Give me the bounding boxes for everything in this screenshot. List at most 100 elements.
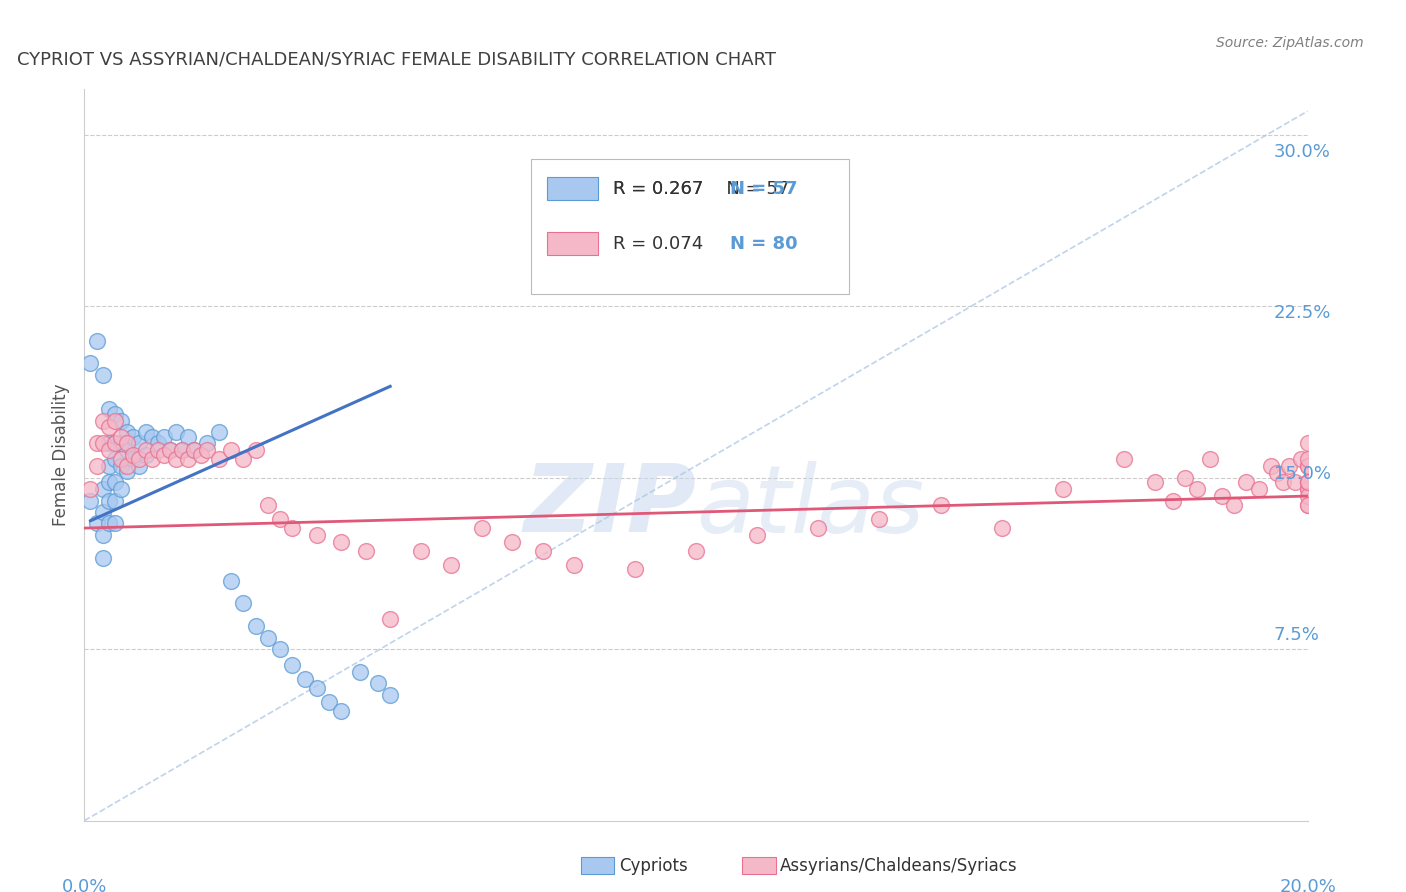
FancyBboxPatch shape [588, 189, 633, 211]
Point [176, 508, 198, 522]
Point [191, 469, 214, 483]
Point [186, 469, 209, 483]
Point [176, 454, 198, 468]
Point [240, 439, 263, 453]
FancyBboxPatch shape [574, 172, 856, 300]
Point [600, 546, 623, 561]
Point [186, 508, 209, 522]
Point [181, 518, 204, 533]
Point [1254, 454, 1277, 468]
Text: ZIP: ZIP [548, 452, 721, 544]
Text: atlas: atlas [721, 453, 949, 544]
Point [1222, 454, 1244, 468]
Point [181, 497, 204, 511]
Point [1254, 475, 1277, 490]
Point [246, 422, 269, 436]
Point [415, 533, 437, 548]
Point [1227, 460, 1250, 475]
Point [208, 443, 231, 458]
Point [202, 454, 225, 468]
Point [328, 615, 350, 630]
Point [257, 426, 280, 441]
Point [574, 533, 596, 548]
FancyBboxPatch shape [588, 241, 633, 263]
Point [197, 433, 219, 447]
Point [186, 433, 209, 447]
Point [214, 448, 236, 462]
Point [1211, 475, 1233, 490]
Point [246, 448, 269, 462]
Point [257, 448, 280, 462]
Point [208, 426, 231, 441]
Point [176, 336, 198, 351]
Text: 20.0%: 20.0% [1237, 847, 1294, 865]
Point [197, 448, 219, 462]
Point [186, 486, 209, 500]
Point [818, 512, 841, 526]
Point [191, 405, 214, 419]
Point [225, 448, 247, 462]
Point [1254, 482, 1277, 496]
Point [371, 662, 394, 676]
Point [219, 443, 242, 458]
Point [307, 448, 329, 462]
Point [655, 550, 678, 565]
Point [318, 604, 340, 618]
Point [214, 433, 236, 447]
Point [263, 439, 285, 453]
Point [328, 491, 350, 505]
Point [1232, 469, 1256, 483]
Text: CYPRIOT VS ASSYRIAN/CHALDEAN/SYRIAC FEMALE DISABILITY CORRELATION CHART: CYPRIOT VS ASSYRIAN/CHALDEAN/SYRIAC FEMA… [115, 68, 875, 86]
Point [191, 486, 214, 500]
Point [231, 433, 253, 447]
Point [981, 512, 1004, 526]
Point [181, 433, 204, 447]
Point [437, 598, 460, 612]
Point [371, 518, 394, 533]
Point [274, 433, 297, 447]
Point [1254, 454, 1277, 468]
Point [1249, 448, 1271, 462]
Point [1254, 475, 1277, 490]
Point [464, 533, 486, 548]
Point [252, 439, 274, 453]
Point [219, 422, 242, 436]
Point [339, 503, 361, 517]
Y-axis label: Female Disability: Female Disability [52, 379, 70, 522]
Text: N = 57: N = 57 [751, 192, 818, 210]
Point [191, 508, 214, 522]
Point [307, 582, 329, 597]
Point [1189, 491, 1212, 505]
Text: R = 0.074: R = 0.074 [647, 243, 737, 261]
Point [197, 426, 219, 441]
Point [763, 518, 786, 533]
Point [318, 439, 340, 453]
Point [382, 675, 405, 690]
Text: Source: ZipAtlas.com: Source: ZipAtlas.com [1216, 36, 1364, 50]
Point [197, 411, 219, 425]
Point [202, 458, 225, 473]
Point [1156, 475, 1178, 490]
Point [350, 640, 373, 655]
Point [191, 433, 214, 447]
Point [1254, 469, 1277, 483]
Point [284, 448, 307, 462]
Point [360, 654, 382, 668]
Point [394, 683, 416, 698]
Point [181, 411, 204, 425]
Point [181, 368, 204, 383]
Point [191, 433, 214, 447]
Point [235, 426, 257, 441]
Point [284, 422, 307, 436]
Point [1254, 469, 1277, 483]
Point [240, 439, 263, 453]
Point [225, 426, 247, 441]
Point [214, 454, 236, 468]
Text: N = 80: N = 80 [751, 243, 818, 261]
Point [1254, 448, 1277, 462]
Point [181, 475, 204, 490]
Point [426, 658, 449, 673]
Point [197, 454, 219, 468]
Point [1237, 454, 1260, 468]
Point [202, 439, 225, 453]
